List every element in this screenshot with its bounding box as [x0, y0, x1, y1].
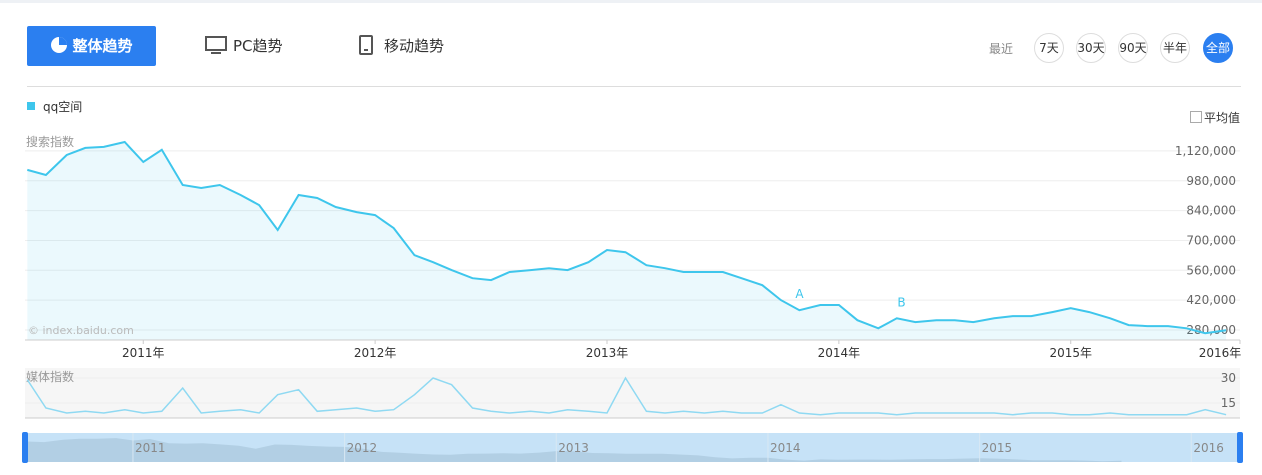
navigator-band	[25, 433, 1240, 462]
plot-background	[25, 368, 1240, 418]
y-tick-label: 15	[1221, 396, 1236, 410]
navigator-label: 2014	[770, 441, 801, 455]
navigator-area	[27, 438, 1122, 462]
range-button[interactable]: 30天	[1076, 33, 1106, 63]
navigator-label: 2011	[135, 441, 166, 455]
y-tick-label: 560,000	[1186, 263, 1236, 277]
annotation: B	[897, 295, 905, 309]
x-tick-label: 2016年	[1199, 346, 1242, 360]
range-label: 最近	[989, 42, 1014, 56]
y-tick-label: 1,120,000	[1175, 144, 1236, 158]
x-tick-label: 2014年	[818, 346, 861, 360]
line	[26, 376, 1227, 416]
range-button[interactable]: 7天	[1034, 33, 1064, 63]
area	[27, 142, 1227, 340]
y-tick-label: 700,000	[1186, 233, 1236, 247]
tab-mobile[interactable]: 移动趋势	[358, 26, 444, 66]
y-tick-label: 420,000	[1186, 293, 1236, 307]
range-button[interactable]: 半年	[1160, 33, 1190, 63]
tab-label: 整体趋势	[72, 37, 133, 55]
watermark: © index.baidu.com	[28, 324, 134, 337]
x-tick-label: 2015年	[1049, 346, 1092, 360]
navigator-label: 2012	[347, 441, 378, 455]
range-button[interactable]: 90天	[1118, 33, 1148, 63]
chart-title: 搜索指数	[26, 134, 74, 149]
monitor-icon	[205, 36, 227, 54]
y-tick-label: 30	[1221, 371, 1236, 385]
legend-label: qq空间	[43, 100, 82, 114]
line	[27, 140, 1227, 335]
phone-icon	[359, 35, 373, 55]
divider	[27, 86, 1241, 87]
legend-swatch	[27, 102, 35, 110]
y-tick-label: 280,000	[1186, 323, 1236, 337]
tab-overall[interactable]: 整体趋势	[27, 26, 156, 66]
y-tick-label: 980,000	[1186, 174, 1236, 188]
navigator-label: 2015	[982, 441, 1013, 455]
tab-pc[interactable]: PC趋势	[205, 26, 283, 66]
tab-label: 移动趋势	[384, 37, 445, 55]
x-tick-label: 2013年	[586, 346, 629, 360]
average-toggle[interactable]: 平均值	[1190, 109, 1240, 126]
range-button[interactable]: 全部	[1203, 33, 1233, 63]
navigator-label: 2013	[558, 441, 589, 455]
checkbox	[1190, 111, 1202, 123]
x-tick-label: 2012年	[354, 346, 397, 360]
average-label: 平均值	[1204, 111, 1241, 125]
chart-title: 媒体指数	[26, 369, 74, 384]
navigator-label: 2016	[1193, 441, 1224, 455]
navigator-handle[interactable]	[22, 432, 28, 463]
pie-icon	[51, 37, 68, 53]
annotation: A	[795, 287, 804, 301]
plot-background	[25, 133, 1240, 340]
x-tick-label: 2011年	[122, 346, 165, 360]
navigator-handle[interactable]	[1237, 432, 1243, 463]
y-tick-label: 840,000	[1186, 204, 1236, 218]
tab-label: PC趋势	[233, 37, 283, 55]
